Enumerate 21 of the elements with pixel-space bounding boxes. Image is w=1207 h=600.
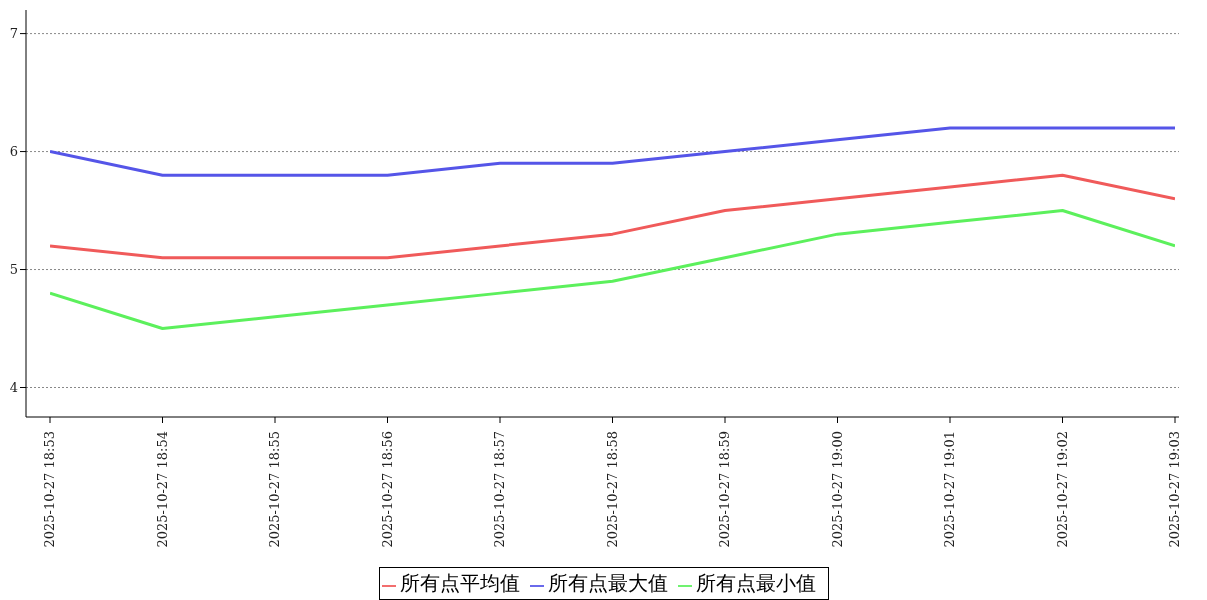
x-tick-label: 2025-10-27 18:56 [379,431,395,548]
line-series [50,209,1175,331]
x-tick-label: 2025-10-27 18:55 [267,431,282,548]
line-series [50,126,1175,177]
legend-label: 所有点平均值 [399,571,520,595]
y-tick-label: 6 [9,144,18,160]
y-tick-label: 7 [9,26,18,42]
x-tick-label: 2025-10-27 19:01 [942,431,957,548]
x-tick-label: 2025-10-27 19:02 [1054,431,1070,548]
line-series [50,173,1175,260]
y-tick-label: 5 [9,262,18,278]
x-tick-label: 2025-10-27 19:00 [829,431,845,548]
legend-label: 所有点最大值 [547,571,668,595]
legend-label: 所有点最小值 [695,571,816,595]
x-tick-label: 2025-10-27 18:54 [154,431,170,548]
x-tick-label: 2025-10-27 18:59 [717,431,732,548]
x-tick-label: 2025-10-27 18:57 [492,431,507,548]
y-tick-label: 4 [9,380,18,396]
x-tick-label: 2025-10-27 19:03 [1167,431,1182,548]
x-tick-label: 2025-10-27 18:58 [604,431,620,548]
x-tick-label: 2025-10-27 18:53 [42,431,57,548]
